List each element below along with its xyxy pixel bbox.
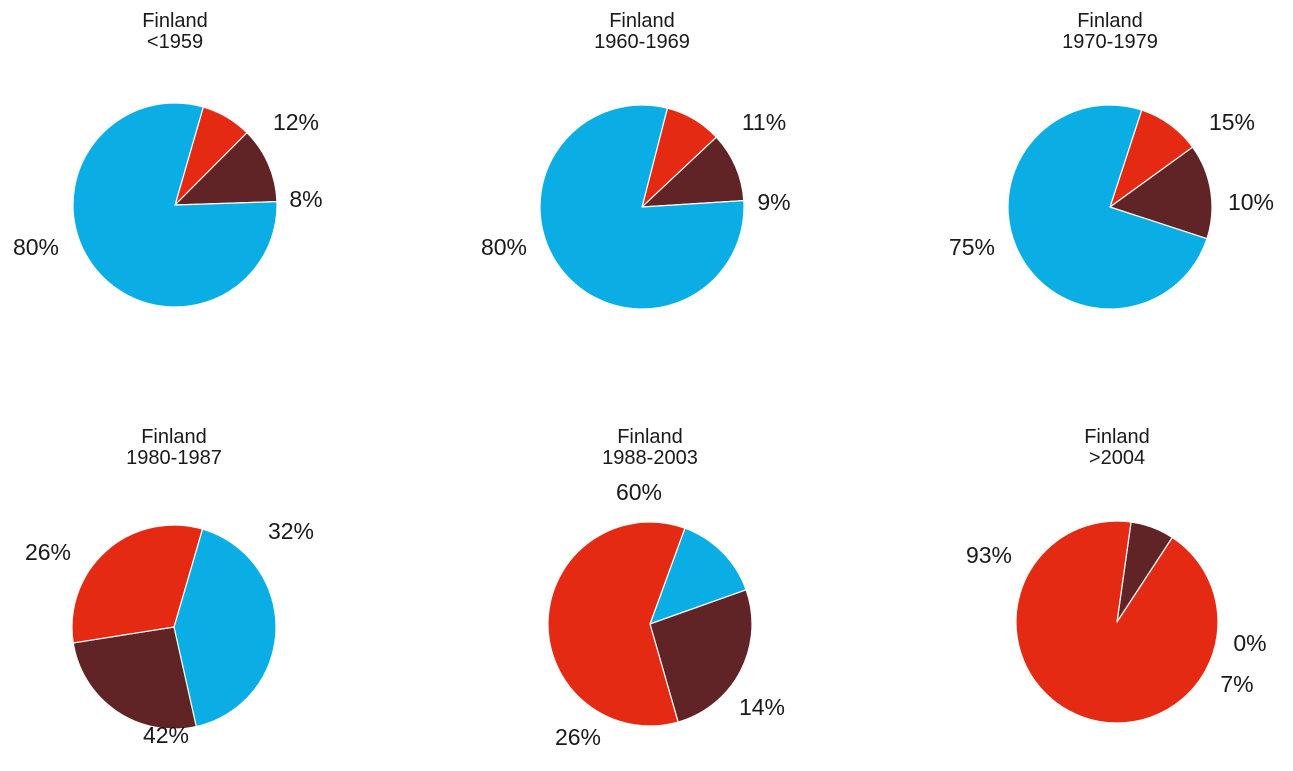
- slice-label: 80%: [481, 234, 527, 260]
- pie-slice: [649, 527, 747, 625]
- slice-label: 80%: [13, 234, 59, 260]
- pie-slice: [173, 528, 277, 728]
- chart-subtitle: 1970-1979: [1062, 31, 1158, 53]
- slice-label: 9%: [757, 189, 790, 215]
- chart-title: Finland: [141, 426, 207, 448]
- slice-label: 42%: [143, 722, 189, 748]
- chart-title: Finland: [1077, 10, 1143, 32]
- chart-subtitle: 1980-1987: [126, 447, 222, 469]
- pie-slice: [649, 589, 753, 723]
- slice-label: 60%: [616, 479, 662, 505]
- slice-label: 15%: [1209, 109, 1255, 135]
- chart-title: Finland: [617, 426, 683, 448]
- chart-title: Finland: [142, 10, 208, 32]
- pie-chart: Finland<1959 80% 12% 8%: [13, 10, 323, 308]
- chart-title: Finland: [609, 10, 675, 32]
- pie-chart: Finland>2004 0% 7% 93%: [966, 426, 1267, 724]
- chart-subtitle: 1988-2003: [602, 447, 698, 469]
- slice-label: 10%: [1228, 189, 1274, 215]
- chart-title: Finland: [1084, 426, 1150, 448]
- slice-label: 11%: [742, 109, 786, 135]
- pie-slice: [1109, 146, 1213, 240]
- pie-slice: [174, 132, 278, 206]
- slice-label: 75%: [949, 234, 995, 260]
- pie-slice: [641, 136, 745, 208]
- slice-label: 12%: [273, 109, 319, 135]
- pie-slice: [71, 524, 204, 644]
- slice-label: 14%: [739, 694, 785, 720]
- slice-label: 26%: [25, 539, 71, 565]
- chart-subtitle: 1960-1969: [594, 31, 690, 53]
- pie-slice: [1007, 104, 1208, 310]
- pie-slice: [72, 102, 278, 308]
- slice-label: 93%: [966, 542, 1012, 568]
- pie-slice: [1015, 520, 1219, 724]
- slice-label: 26%: [555, 724, 601, 750]
- pie-slice: [547, 521, 686, 727]
- pie-slice: [539, 104, 745, 310]
- slice-label: 7%: [1220, 671, 1253, 697]
- slice-label: 32%: [268, 518, 314, 544]
- chart-subtitle: <1959: [147, 31, 203, 53]
- pie-slice: [72, 626, 197, 730]
- chart-subtitle: >2004: [1089, 447, 1145, 469]
- slice-label: 8%: [289, 186, 322, 212]
- slice-label: 0%: [1233, 630, 1266, 656]
